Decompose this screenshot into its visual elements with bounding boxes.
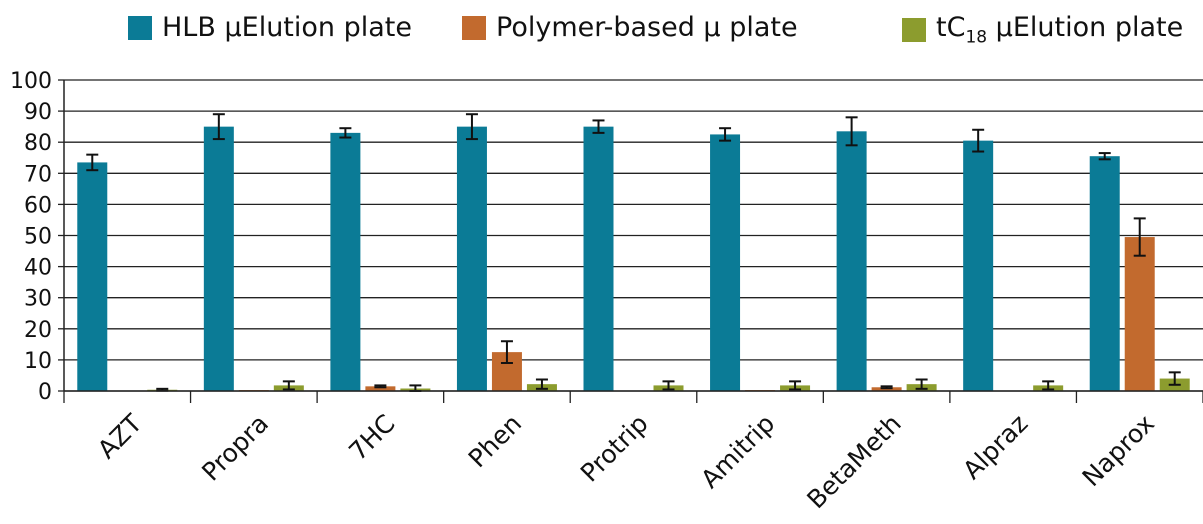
bar [1124,237,1155,391]
bar [77,162,108,391]
bar [203,126,234,392]
bar [365,386,396,391]
category-label: Alpraz [957,409,1033,485]
y-tick-label: 30 [24,287,52,312]
legend-item-polymer: Polymer-based μ plate [462,12,798,43]
chart-legend: HLB μElution plate Polymer-based μ plate… [0,8,1203,52]
bar [583,126,614,392]
y-tick-label: 0 [38,380,52,405]
category-label: Propra [196,409,274,487]
category-label: Phen [463,409,527,473]
bar [456,126,487,392]
y-tick-label: 60 [24,193,52,218]
bar [836,131,867,391]
legend-item-hlb: HLB μElution plate [128,12,412,43]
category-label: Naprox [1077,409,1160,492]
y-tick-label: 10 [24,349,52,374]
y-tick-label: 80 [24,131,52,156]
legend-item-tc18: tC18 μElution plate [902,12,1183,47]
category-label: Protrip [575,409,654,488]
bar [710,134,741,392]
bar [330,132,361,391]
category-label: 7HC [343,409,400,466]
y-tick-label: 50 [24,225,52,250]
category-label: BetaMeth [801,409,907,515]
category-label: Amitrip [695,409,780,494]
legend-label-tc18: tC18 μElution plate [936,12,1184,48]
y-tick-label: 70 [24,162,52,187]
bar [963,140,994,391]
bar [1089,156,1120,391]
legend-swatch-polymer [462,15,486,40]
y-tick-label: 40 [24,256,52,281]
category-label: AZT [92,408,148,464]
legend-swatch-tc18 [902,17,926,42]
y-tick-label: 90 [24,100,52,125]
legend-label-polymer: Polymer-based μ plate [496,12,798,43]
y-tick-label: 20 [24,318,52,343]
legend-label-hlb: HLB μElution plate [162,12,412,43]
y-tick-label: 100 [10,69,52,94]
legend-swatch-hlb [128,15,152,40]
